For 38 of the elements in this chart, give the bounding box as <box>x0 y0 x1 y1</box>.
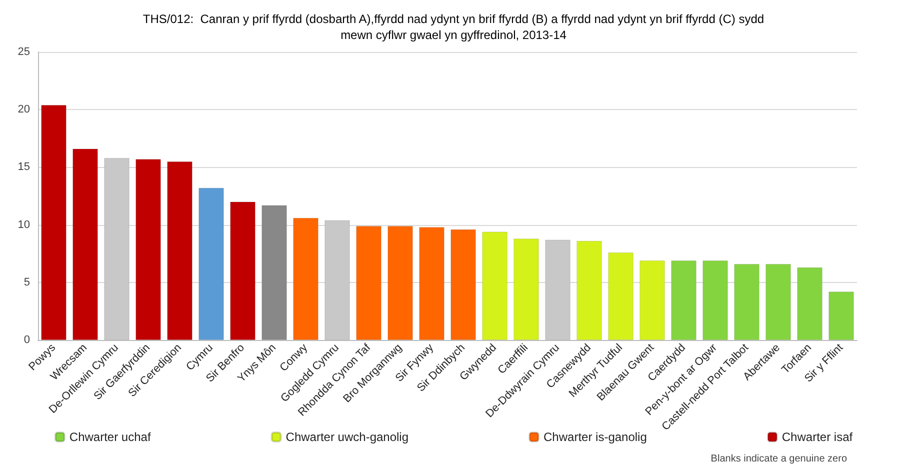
bar <box>419 227 444 340</box>
bar <box>41 104 66 340</box>
bar <box>388 226 413 340</box>
y-tick-label: 15 <box>18 161 30 174</box>
bar <box>356 226 382 340</box>
bar <box>797 267 822 340</box>
legend-label: Chwarter is-ganolig <box>544 430 647 444</box>
text: Blanks indicate a genuine zero <box>710 454 848 464</box>
bar <box>324 220 350 340</box>
bar <box>608 252 634 340</box>
bar <box>702 260 728 340</box>
bar <box>734 264 760 340</box>
bar <box>230 202 256 340</box>
legend-label: Chwarter isaf <box>782 430 854 444</box>
bar <box>766 264 791 340</box>
bar <box>72 148 98 340</box>
bar <box>136 159 161 340</box>
legend-label: Chwarter uwch-ganolig <box>286 430 409 444</box>
bar <box>262 205 287 340</box>
bar <box>576 240 602 340</box>
bar <box>450 229 476 340</box>
y-tick-label: 25 <box>18 46 30 58</box>
bar <box>640 260 665 340</box>
y-tick-label: 0 <box>24 334 30 346</box>
bar <box>198 188 224 340</box>
bar <box>482 232 508 340</box>
chart-title: THS/012: Canran y prif ffyrdd (dosbarth A),ffyrdd nad ydynt yn brif ffyrdd (B) a ffyrdd nad ydynt yn brif ffyrdd (C) sydd mewn cyflwr gwael yn gyffredinol, 2013-14 <box>142 12 764 42</box>
y-tick-label: 10 <box>18 218 30 231</box>
bar <box>828 292 854 340</box>
bar <box>293 218 318 340</box>
bar <box>167 161 192 340</box>
y-tick-label: 20 <box>18 104 30 116</box>
bar <box>545 240 570 340</box>
legend-label: Chwarter uchaf <box>69 430 152 444</box>
bar <box>514 238 539 340</box>
y-tick-label: 5 <box>24 276 30 288</box>
bar <box>671 260 696 340</box>
bar <box>104 158 130 340</box>
